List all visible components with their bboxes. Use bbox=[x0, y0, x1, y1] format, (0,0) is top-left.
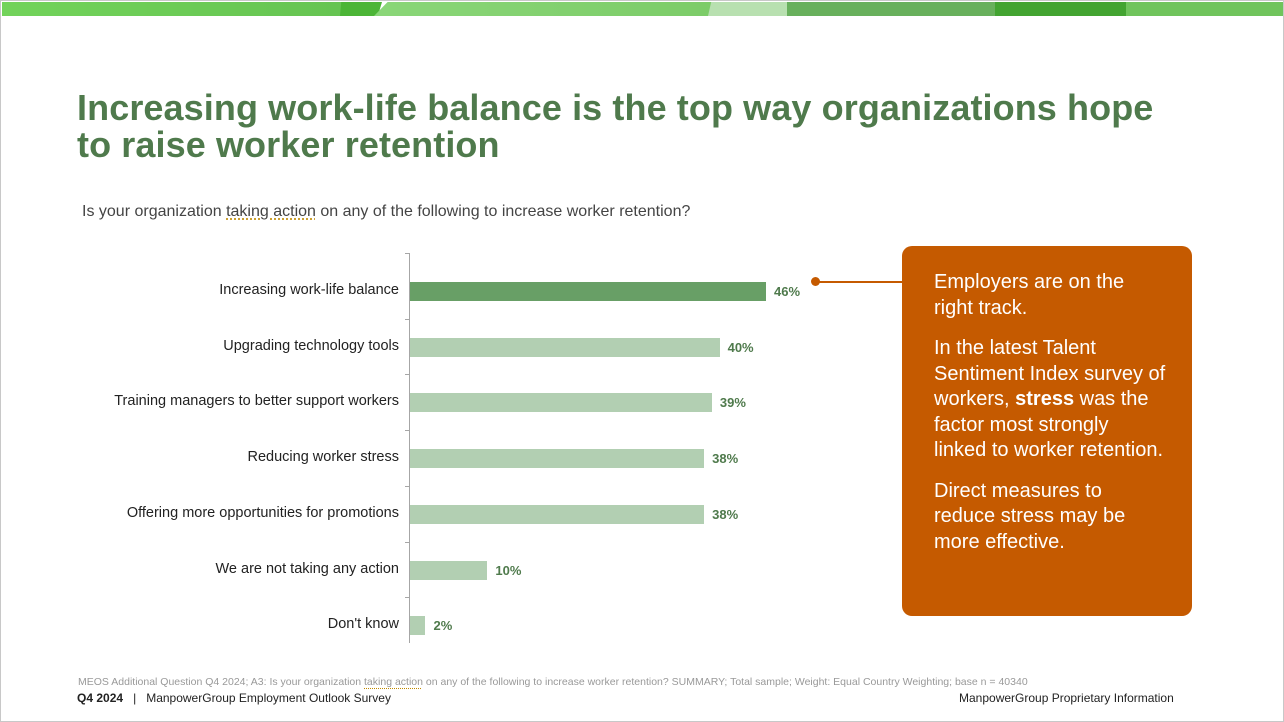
bar-row: Don't know 2% bbox=[61, 597, 861, 653]
question-underlined-text: taking action bbox=[226, 203, 316, 220]
category-label: Increasing work-life balance bbox=[219, 282, 399, 298]
bar bbox=[410, 393, 712, 413]
footer-separator: | bbox=[133, 691, 137, 705]
bar-row: Reducing worker stress 38% bbox=[61, 430, 861, 486]
band-segment bbox=[787, 2, 997, 16]
callout-paragraph-3: Direct measures to reduce stress may be … bbox=[934, 479, 1126, 553]
axis-tick bbox=[405, 430, 410, 432]
bar bbox=[410, 504, 705, 524]
footer-proprietary: ManpowerGroup Proprietary Information bbox=[959, 691, 1174, 705]
bar bbox=[410, 560, 488, 580]
band-segment bbox=[1126, 2, 1283, 16]
callout-box: Employers are on the right track. In the… bbox=[902, 246, 1192, 616]
band-segment bbox=[374, 2, 714, 16]
value-label: 40% bbox=[727, 339, 754, 355]
category-label: We are not taking any action bbox=[215, 560, 399, 577]
callout-paragraph-2: In the latest Talent Sentiment Index sur… bbox=[934, 337, 1166, 461]
band-segment bbox=[995, 2, 1127, 16]
category-label: Reducing worker stress bbox=[247, 449, 400, 466]
bar-row: Training managers to better support work… bbox=[61, 374, 861, 430]
axis-tick bbox=[405, 374, 410, 376]
value-label: 38% bbox=[712, 506, 739, 522]
band-segment bbox=[2, 2, 342, 16]
axis-tick bbox=[405, 541, 410, 543]
top-color-band bbox=[2, 2, 1283, 16]
y-axis-line bbox=[409, 253, 410, 643]
bar-row: Offering more opportunities for promotio… bbox=[61, 486, 861, 542]
footer-survey-info: Q4 2024 | ManpowerGroup Employment Outlo… bbox=[77, 691, 391, 705]
value-label: 39% bbox=[719, 395, 746, 411]
connector-dot bbox=[811, 277, 820, 286]
connector-line bbox=[816, 281, 904, 283]
bar bbox=[410, 337, 720, 357]
question-text: Is your organization bbox=[82, 203, 227, 220]
axis-tick bbox=[405, 253, 410, 254]
category-label: Upgrading technology tools bbox=[223, 337, 399, 354]
bar-row: Increasing work-life balance 46% bbox=[61, 263, 861, 319]
bar-row: We are not taking any action 10% bbox=[61, 542, 861, 598]
axis-tick bbox=[405, 597, 410, 599]
value-label: 38% bbox=[712, 451, 739, 467]
footer-survey-name: ManpowerGroup Employment Outlook Survey bbox=[146, 691, 391, 705]
axis-tick bbox=[405, 485, 410, 487]
category-label: Offering more opportunities for promotio… bbox=[126, 504, 399, 521]
bar-row: Upgrading technology tools 40% bbox=[61, 319, 861, 375]
source-note: MEOS Additional Question Q4 2024; A3: Is… bbox=[78, 676, 1028, 688]
band-segment bbox=[340, 2, 382, 16]
category-label: Training managers to better support work… bbox=[114, 393, 399, 410]
axis-tick bbox=[405, 318, 410, 320]
slide-title: Increasing work-life balance is the top … bbox=[77, 87, 1154, 165]
footer-period: Q4 2024 bbox=[77, 691, 124, 705]
bar bbox=[410, 616, 426, 636]
bar-chart: Increasing work-life balance 46% Upgrading… bbox=[61, 253, 861, 643]
band-segment bbox=[708, 2, 788, 16]
question-text: on any of the following to increase work… bbox=[315, 203, 691, 220]
value-label: 2% bbox=[433, 618, 453, 634]
bar bbox=[410, 282, 767, 301]
bar bbox=[410, 449, 705, 469]
callout-paragraph-1: Employers are on the right track. bbox=[934, 271, 1125, 319]
value-label: 10% bbox=[495, 562, 522, 578]
category-label: Don't know bbox=[327, 616, 399, 633]
chart-question: Is your organization taking action on an… bbox=[82, 203, 690, 221]
callout-emphasis: stress bbox=[1015, 388, 1075, 410]
value-label: 46% bbox=[774, 284, 801, 299]
